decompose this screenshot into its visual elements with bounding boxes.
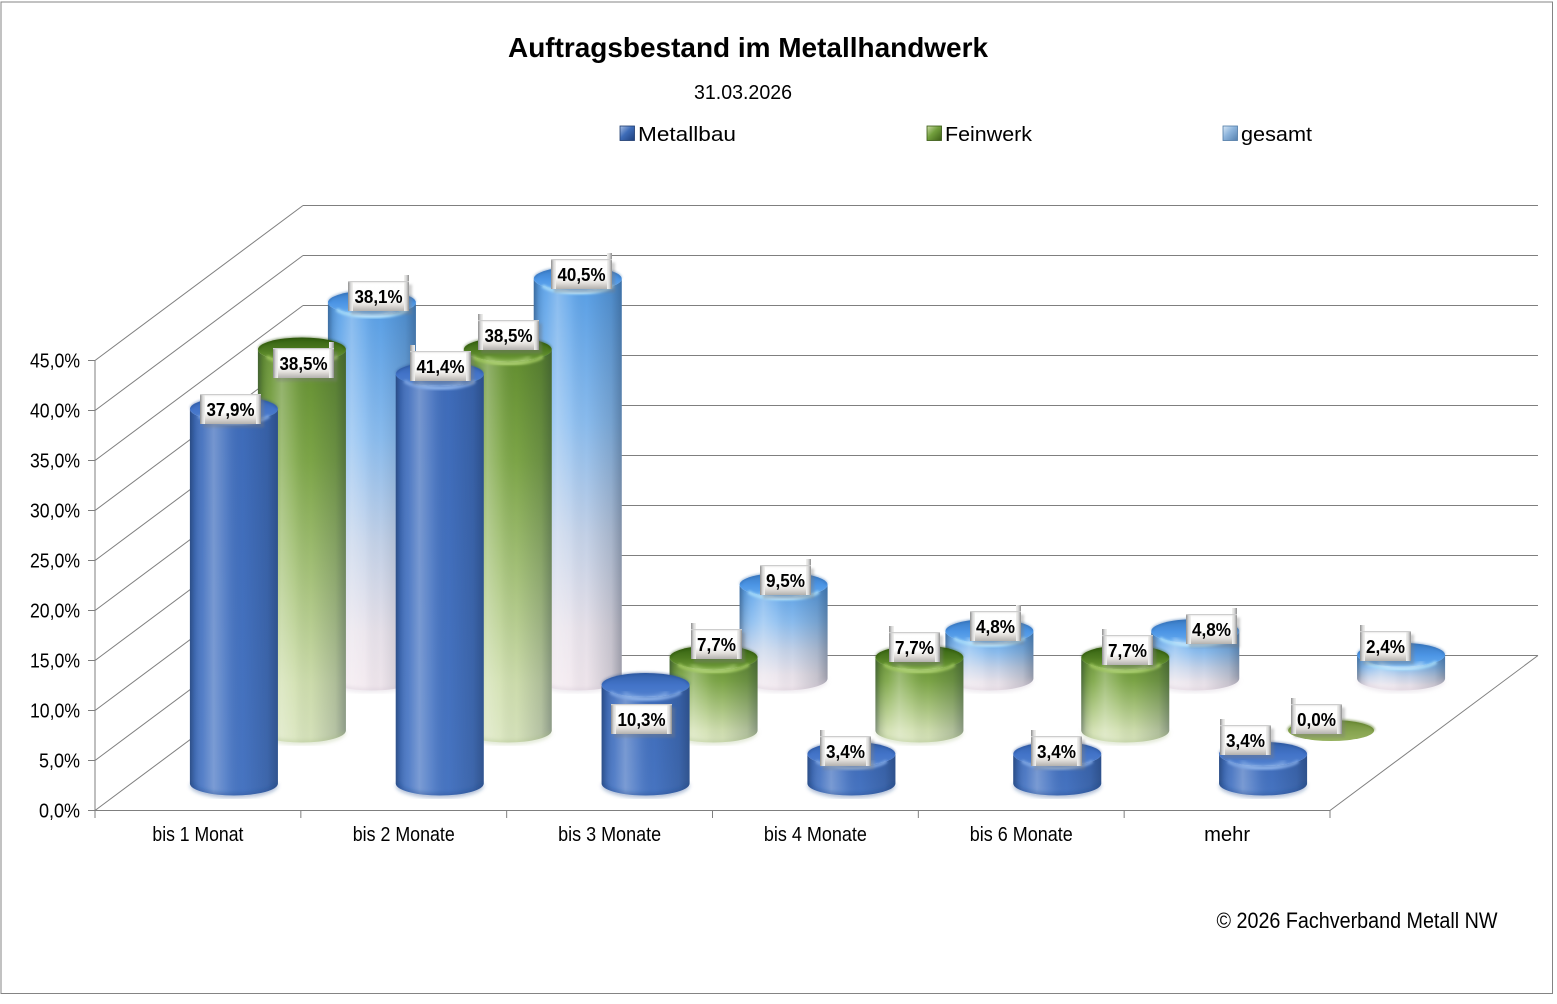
svg-text:bis 1 Monat: bis 1 Monat xyxy=(152,824,243,846)
svg-text:0,0%: 0,0% xyxy=(1297,709,1336,730)
svg-text:38,5%: 38,5% xyxy=(280,353,328,374)
svg-text:40,0%: 40,0% xyxy=(30,401,80,423)
svg-text:0,0%: 0,0% xyxy=(39,801,80,823)
svg-text:4,8%: 4,8% xyxy=(1192,619,1231,640)
svg-text:Feinwerk: Feinwerk xyxy=(945,124,1033,146)
svg-text:38,1%: 38,1% xyxy=(355,286,403,307)
svg-text:4,8%: 4,8% xyxy=(976,616,1015,637)
svg-text:30,0%: 30,0% xyxy=(30,501,80,523)
svg-text:25,0%: 25,0% xyxy=(30,551,80,573)
svg-text:5,0%: 5,0% xyxy=(39,751,80,773)
svg-text:© 2026 Fachverband Metall NW: © 2026 Fachverband Metall NW xyxy=(1217,908,1498,933)
svg-text:35,0%: 35,0% xyxy=(30,451,80,473)
svg-text:41,4%: 41,4% xyxy=(417,356,465,377)
svg-text:3,4%: 3,4% xyxy=(1226,730,1265,751)
svg-text:gesamt: gesamt xyxy=(1241,124,1312,146)
svg-text:7,7%: 7,7% xyxy=(697,634,736,655)
svg-text:38,5%: 38,5% xyxy=(485,325,533,346)
svg-text:31.03.2026: 31.03.2026 xyxy=(694,82,792,104)
svg-text:10,0%: 10,0% xyxy=(30,701,80,723)
svg-text:40,5%: 40,5% xyxy=(558,264,606,285)
svg-text:bis 4 Monate: bis 4 Monate xyxy=(764,824,867,846)
svg-text:Metallbau: Metallbau xyxy=(638,124,736,146)
svg-text:bis 2 Monate: bis 2 Monate xyxy=(353,824,455,846)
svg-text:20,0%: 20,0% xyxy=(30,601,80,623)
svg-text:37,9%: 37,9% xyxy=(207,399,255,420)
svg-text:Auftragsbestand im Metallhandw: Auftragsbestand im Metallhandwerk xyxy=(508,32,988,63)
svg-text:bis 6 Monate: bis 6 Monate xyxy=(970,824,1073,846)
svg-text:45,0%: 45,0% xyxy=(30,351,80,373)
svg-text:3,4%: 3,4% xyxy=(1037,741,1076,762)
svg-text:7,7%: 7,7% xyxy=(1108,640,1147,661)
svg-text:15,0%: 15,0% xyxy=(30,651,80,673)
svg-text:10,3%: 10,3% xyxy=(618,709,666,730)
svg-text:bis 3 Monate: bis 3 Monate xyxy=(558,824,661,846)
svg-text:2,4%: 2,4% xyxy=(1366,636,1405,657)
svg-text:9,5%: 9,5% xyxy=(766,570,805,591)
svg-text:3,4%: 3,4% xyxy=(826,741,865,762)
svg-text:7,7%: 7,7% xyxy=(895,637,934,658)
svg-text:mehr: mehr xyxy=(1204,824,1250,846)
